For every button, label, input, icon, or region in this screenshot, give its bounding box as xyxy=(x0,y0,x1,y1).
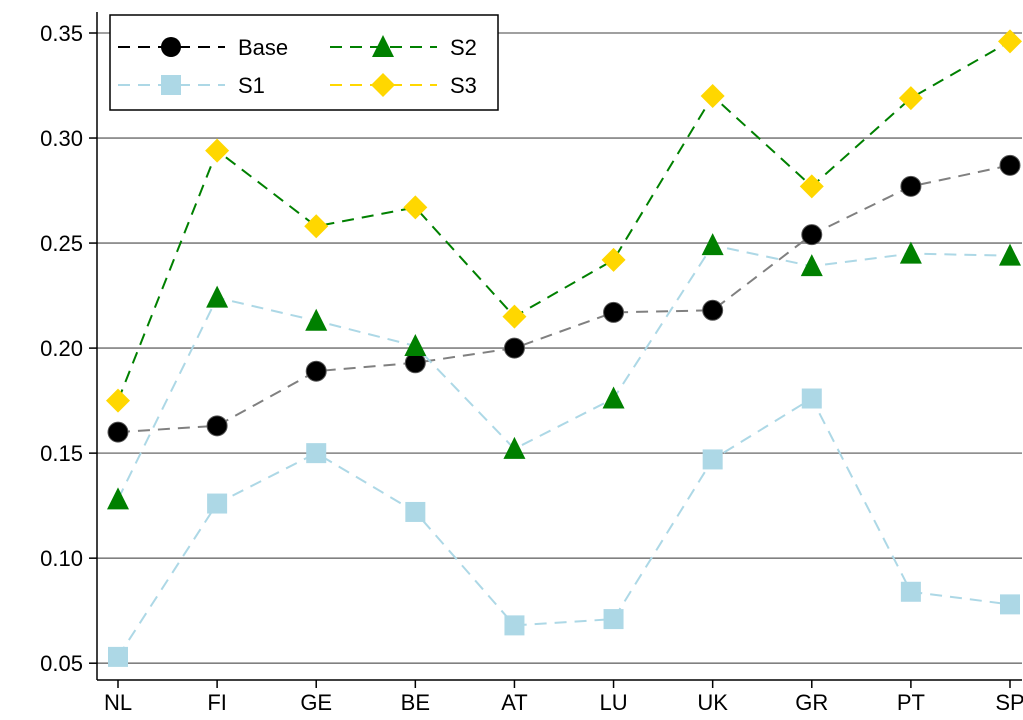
series-markers-s1 xyxy=(108,388,1020,667)
legend-marker-s3 xyxy=(371,73,395,97)
point-s2-lu xyxy=(602,386,625,409)
point-s1-at xyxy=(504,615,525,636)
point-base-sp xyxy=(999,154,1021,176)
point-s1-lu xyxy=(603,609,624,630)
series-markers-s2 xyxy=(107,233,1021,510)
y-tick-label-0-20: 0.20 xyxy=(40,336,83,361)
point-s2-fi xyxy=(206,285,229,308)
point-s3-fi xyxy=(205,138,230,163)
point-s3-nl xyxy=(106,388,130,413)
point-s1-sp xyxy=(1000,594,1020,615)
x-tick-label-uk: UK xyxy=(697,690,728,715)
point-s2-nl xyxy=(107,487,129,510)
point-s3-sp xyxy=(998,29,1022,54)
legend-marker-base xyxy=(161,37,181,57)
legend-label-s2: S2 xyxy=(450,35,477,60)
legend-marker-s1 xyxy=(161,75,181,95)
point-base-nl xyxy=(107,421,129,443)
series-line-s1 xyxy=(117,397,1011,658)
point-s3-uk xyxy=(700,84,725,109)
series-line-s2 xyxy=(117,244,1011,500)
point-s1-be xyxy=(405,501,426,522)
series-line-base xyxy=(117,164,1011,434)
y-tick-label-0-10: 0.10 xyxy=(40,546,83,571)
point-s3-ge xyxy=(304,214,329,239)
point-s2-pt xyxy=(899,241,922,264)
legend-item-s1: S1 xyxy=(118,73,265,98)
point-s1-ge xyxy=(306,443,327,464)
y-tick-label-0-05: 0.05 xyxy=(40,651,83,676)
point-s2-gr xyxy=(800,254,823,277)
series-markers-base xyxy=(107,154,1021,443)
point-base-pt xyxy=(900,175,922,197)
point-s1-gr xyxy=(801,388,822,409)
legend-label-s1: S1 xyxy=(238,73,265,98)
point-s2-be xyxy=(404,334,427,356)
point-s3-at xyxy=(502,304,527,329)
legend-label-base: Base xyxy=(238,35,288,60)
y-tick-label-0-15: 0.15 xyxy=(40,441,83,466)
point-s2-ge xyxy=(305,308,328,331)
legend-item-s2: S2 xyxy=(330,35,477,60)
x-tick-label-pt: PT xyxy=(897,690,925,715)
y-axis: 0.05 0.10 0.15 0.20 0.25 0.30 0.35 xyxy=(40,12,98,680)
point-s2-uk xyxy=(701,233,724,256)
series-line-s3 xyxy=(117,40,1011,401)
point-s3-lu xyxy=(601,247,626,272)
point-s2-at xyxy=(503,436,526,459)
x-tick-label-sp: SP xyxy=(995,690,1023,715)
point-s1-nl xyxy=(108,646,128,667)
point-base-ge xyxy=(305,360,327,382)
x-tick-label-at: AT xyxy=(501,690,527,715)
x-axis: NL FI GE BE AT LU UK GR PT SP xyxy=(97,679,1023,715)
y-tick-label-0-35: 0.35 xyxy=(40,21,83,46)
point-s1-pt xyxy=(900,581,921,602)
point-s3-pt xyxy=(898,86,923,111)
point-base-lu xyxy=(603,301,625,323)
x-tick-label-lu: LU xyxy=(599,690,627,715)
y-tick-label-0-25: 0.25 xyxy=(40,231,83,256)
point-base-fi xyxy=(206,415,228,437)
point-s2-sp xyxy=(999,243,1021,266)
point-s3-gr xyxy=(799,174,824,199)
x-tick-label-nl: NL xyxy=(104,690,132,715)
legend: Base S1 S2 S3 xyxy=(109,14,499,111)
legend-label-s3: S3 xyxy=(450,73,477,98)
point-base-gr xyxy=(801,224,823,246)
point-base-at xyxy=(503,337,525,359)
point-s3-be xyxy=(403,195,428,220)
x-tick-label-ge: GE xyxy=(300,690,332,715)
point-s1-uk xyxy=(702,449,723,470)
series-markers xyxy=(106,29,1022,667)
y-tick-label-0-30: 0.30 xyxy=(40,126,83,151)
legend-item-s3: S3 xyxy=(330,73,477,98)
x-tick-label-fi: FI xyxy=(207,690,227,715)
point-s1-fi xyxy=(207,493,228,514)
legend-item-base: Base xyxy=(118,35,288,60)
x-tick-label-be: BE xyxy=(401,690,430,715)
legend-box xyxy=(109,14,499,111)
grid-lines xyxy=(97,32,1022,664)
series-markers-s3 xyxy=(106,29,1022,413)
series-lines xyxy=(117,40,1011,658)
x-tick-label-gr: GR xyxy=(795,690,828,715)
point-base-uk xyxy=(702,299,724,321)
legend-marker-s2 xyxy=(372,35,394,57)
